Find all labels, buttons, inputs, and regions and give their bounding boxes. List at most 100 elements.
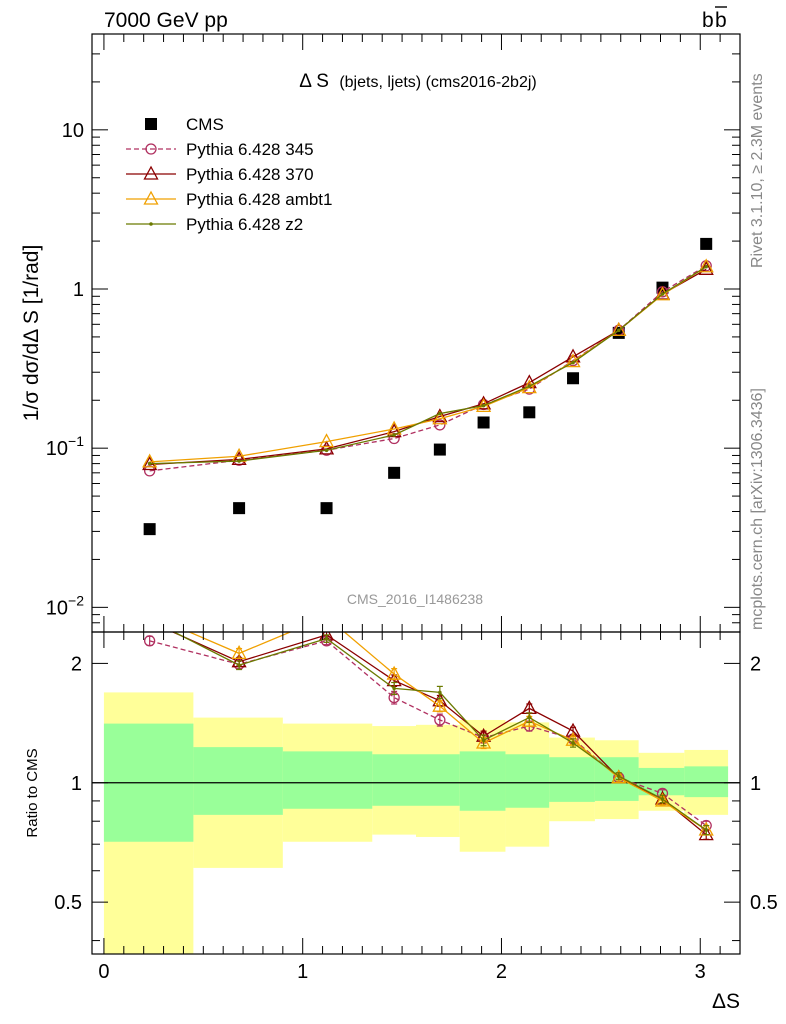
header-right: b b	[702, 6, 727, 32]
main-point	[571, 360, 575, 365]
main-point	[318, 440, 335, 455]
rivet-label: Rivet 3.1.10, ≥ 2.3M events	[749, 73, 766, 268]
ratio-point	[438, 690, 442, 695]
x-tick-label: 2	[496, 961, 507, 983]
main-point	[231, 451, 247, 466]
main-series-1	[143, 260, 712, 477]
ratio-point	[616, 774, 621, 778]
main-point	[233, 502, 246, 515]
ratio-band-inner	[282, 751, 373, 809]
legend-entry-0: CMS	[145, 115, 224, 134]
main-series-line	[149, 266, 707, 465]
main-point	[475, 395, 492, 410]
ratio-y-tick-label-right: 2	[750, 653, 761, 675]
main-point	[237, 459, 241, 463]
main-y-tick-label: 10−2	[46, 592, 84, 619]
main-point	[392, 433, 396, 437]
main-point	[388, 466, 401, 479]
header-left: 7000 GeV pp	[104, 9, 228, 32]
ratio-band-inner	[459, 751, 506, 811]
main-point	[654, 286, 671, 301]
main-series-3	[142, 258, 714, 468]
main-series-line	[149, 268, 707, 466]
main-point	[698, 258, 714, 273]
ratio-data-marks	[143, 608, 714, 841]
ratio-y-tick-label: 0.5	[54, 892, 82, 914]
ratio-ylabel: Ratio to CMS	[24, 748, 41, 837]
main-y-tick-label: 1	[73, 279, 84, 301]
main-point	[324, 448, 329, 453]
legend-marker	[145, 143, 157, 155]
plot-title: Δ S (bjets, ljets) (cms2016-2b2j)	[299, 71, 536, 92]
legend-label: Pythia 6.428 370	[186, 165, 314, 184]
ratio-uncertainty-bands	[92, 692, 740, 954]
main-point	[434, 419, 446, 431]
main-series-4	[147, 264, 709, 466]
ratio-band-inner	[193, 747, 283, 815]
ratio-point	[434, 714, 446, 726]
ratio-point	[386, 665, 402, 680]
ratio-y-tick-label: 2	[71, 653, 82, 675]
ratio-y-tick-label: 1	[71, 773, 82, 795]
ratio-point	[475, 734, 492, 749]
ratio-point	[231, 644, 247, 660]
title-sub: (bjets, ljets) (cms2016-2b2j)	[339, 74, 536, 91]
main-series-line	[149, 266, 707, 463]
legend: CMS Pythia 6.428 345 Pythia 6.428 370 Pythi…	[126, 115, 332, 234]
ratio-band-inner	[416, 754, 460, 806]
main-series-2	[142, 260, 714, 471]
ratio-band-inner	[505, 754, 550, 808]
ratio-point	[698, 826, 714, 841]
main-point	[438, 411, 442, 416]
main-panel: 10−2 10−1 1 10 1/σ dσ/dΔ S [1/rad] Δ S (bje…	[20, 33, 741, 633]
x-tick-label: 3	[695, 961, 706, 983]
ratio-y-tick-label-right: 0.5	[750, 892, 778, 914]
ratio-point	[432, 697, 448, 712]
main-point	[700, 237, 713, 250]
ratio-frame	[91, 631, 741, 955]
main-point	[147, 461, 152, 466]
legend-marker	[149, 222, 153, 226]
main-point	[320, 502, 333, 515]
ratio-point	[143, 608, 156, 620]
main-point	[432, 410, 448, 425]
ratio-band-inner	[372, 754, 416, 806]
watermark: CMS_2016_I1486238	[347, 591, 483, 607]
x-tick-label: 0	[98, 961, 109, 983]
main-x-axis-ticks	[103, 34, 721, 632]
ratio-point	[481, 738, 486, 743]
ratio-point	[704, 828, 709, 832]
ratio-point	[660, 797, 665, 801]
main-point	[477, 416, 490, 429]
main-y-tick-label: 10−1	[46, 433, 84, 460]
svg-text:Δ S (bjets, ljets) (cm: Δ S (bjets, ljets) (cms2016-2b2j)	[299, 71, 536, 92]
ratio-series-3	[172, 632, 710, 836]
main-point	[481, 403, 486, 408]
main-series-line	[149, 265, 707, 472]
legend-entry-2: Pythia 6.428 370	[126, 165, 314, 184]
main-point	[660, 292, 665, 296]
title-main: Δ S	[299, 71, 329, 92]
main-point	[318, 433, 335, 448]
legend-label: Pythia 6.428 ambt1	[186, 190, 332, 209]
mcplots-label: mcplots.cern.ch [arXiv:1306.3436]	[749, 388, 766, 630]
main-point	[616, 328, 621, 333]
main-point	[611, 321, 627, 336]
ratio-point	[392, 686, 396, 691]
legend-marker	[143, 165, 159, 180]
x-tick-label: 1	[297, 961, 308, 983]
legend-marker	[143, 190, 159, 205]
ratio-point	[237, 663, 241, 667]
ratio-y-tick-label-right: 1	[750, 773, 761, 795]
main-point	[143, 523, 156, 536]
ratio-x-axis: 0 1 2 3	[98, 632, 721, 983]
ratio-point	[143, 615, 156, 627]
legend-entry-4: Pythia 6.428 z2	[126, 215, 303, 234]
main-point	[521, 379, 537, 394]
ratio-point	[654, 792, 671, 807]
ratio-y-axis: 0.5 0.5 1 1 2 2	[54, 653, 778, 942]
main-point	[142, 453, 158, 468]
legend-label: Pythia 6.428 345	[186, 140, 314, 159]
header-right-base: b	[702, 9, 714, 32]
